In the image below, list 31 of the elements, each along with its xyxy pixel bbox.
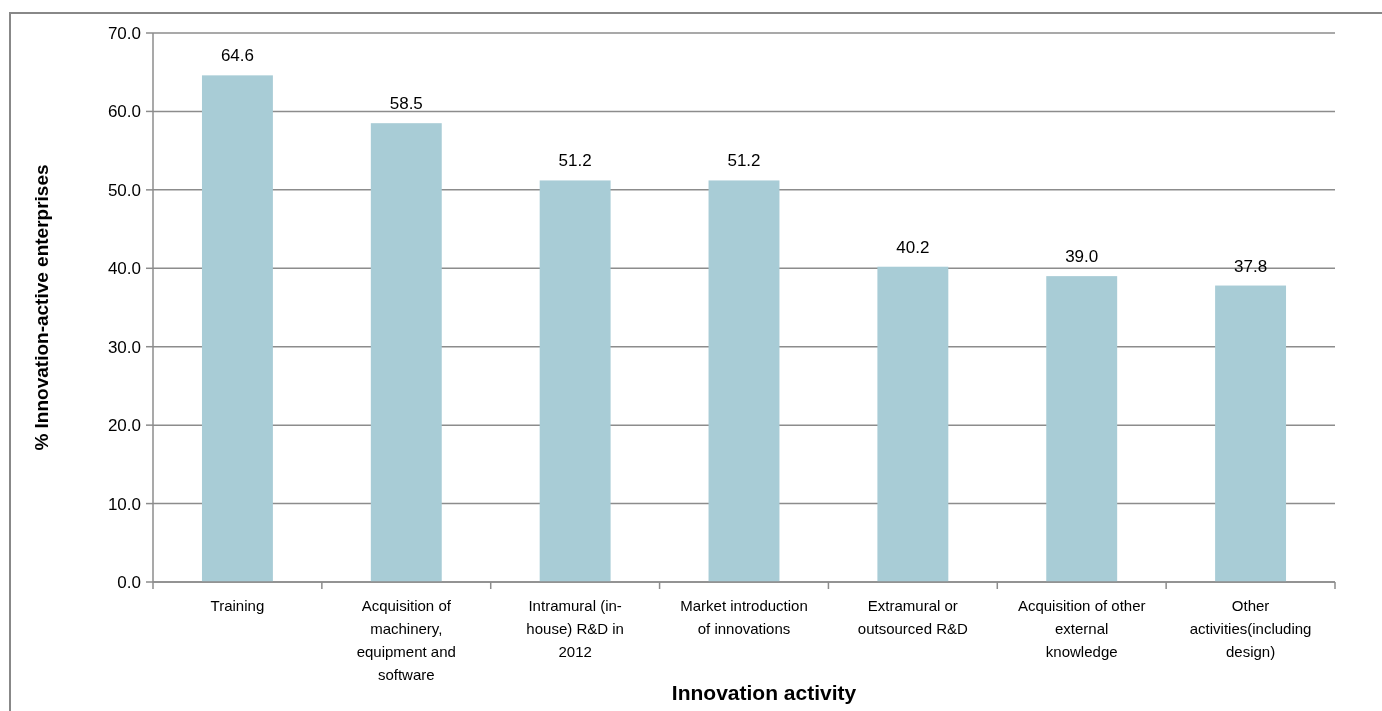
x-tick-label: Other activities(including design)	[1189, 597, 1312, 660]
bar	[877, 266, 949, 582]
bar	[1046, 276, 1118, 582]
bar	[370, 123, 442, 582]
y-tick-label: 60.0	[107, 102, 141, 122]
y-axis-title: % Innovation-active enterprises	[31, 164, 52, 451]
data-label: 51.2	[558, 151, 592, 171]
bar	[1215, 285, 1287, 582]
data-label: 51.2	[727, 151, 761, 171]
y-tick-label: 50.0	[107, 180, 141, 200]
data-label: 40.2	[896, 237, 930, 257]
bar	[201, 75, 273, 582]
bar	[539, 180, 611, 582]
y-tick-label: 20.0	[107, 416, 141, 436]
y-tick-label: 0.0	[117, 572, 141, 592]
x-tick-label: Acquisition of other external knowledge	[1017, 597, 1146, 660]
x-tick-label: Extramural or outsourced R&D	[857, 597, 969, 637]
data-label: 58.5	[389, 94, 423, 114]
bar	[708, 180, 780, 582]
x-tick-label: Acquisition of machinery, equipment and software	[356, 597, 456, 683]
data-label: 64.6	[220, 46, 254, 66]
y-tick-label: 70.0	[107, 23, 141, 43]
y-tick-label: 30.0	[107, 337, 141, 357]
data-label: 39.0	[1065, 247, 1099, 267]
data-label: 37.8	[1234, 256, 1268, 276]
x-axis-title: Innovation activity	[671, 681, 857, 704]
x-tick-label: Market introduction of innovations	[680, 597, 808, 637]
y-tick-label: 10.0	[107, 494, 141, 514]
x-tick-label: Training	[210, 597, 265, 614]
x-tick-label: Intramural (in-house) R&D in 2012	[526, 597, 624, 660]
y-tick-label: 40.0	[107, 259, 141, 279]
